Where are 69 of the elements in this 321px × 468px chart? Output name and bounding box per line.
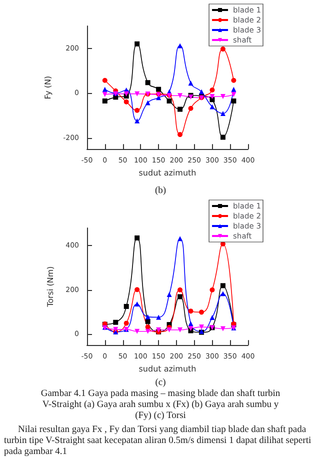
- point: [102, 78, 108, 83]
- point: [220, 326, 226, 332]
- point: [134, 91, 140, 96]
- point: [134, 41, 140, 46]
- point: [198, 89, 204, 94]
- point: [178, 294, 183, 300]
- point: [178, 43, 183, 48]
- point: [220, 134, 226, 140]
- point: [134, 328, 140, 334]
- point: [166, 98, 172, 104]
- point: [134, 302, 140, 307]
- point: [210, 287, 215, 292]
- point: [210, 97, 215, 102]
- point: [134, 287, 140, 292]
- point: [145, 328, 150, 334]
- point: [231, 98, 236, 104]
- point: [210, 314, 215, 320]
- point: [156, 314, 162, 320]
- point: [134, 108, 140, 113]
- point: [231, 86, 236, 92]
- point: [178, 287, 183, 292]
- point: [231, 78, 236, 83]
- point: [210, 94, 215, 100]
- point: [188, 106, 194, 111]
- point: [188, 308, 194, 314]
- point: [210, 88, 215, 93]
- point: [134, 235, 140, 240]
- point: [198, 324, 204, 330]
- text: Nilai resultan gaya Fx , Fy dan Torsi yang diambil tiap blade dan shaft pada turbin tipe V-Straight saat kecepatan aliran 0.5m/s dimensi 1 dapat dilihat seperti pada gambar 4.1: [4, 425, 312, 458]
- point: [102, 86, 108, 92]
- point: [134, 118, 140, 124]
- x-axis-title: sudut azimuth: [138, 364, 196, 374]
- point: [220, 291, 226, 296]
- point: [210, 104, 215, 110]
- point: [124, 99, 129, 104]
- point: [113, 326, 118, 332]
- point: [178, 132, 183, 138]
- point: [188, 321, 194, 326]
- point: [166, 327, 172, 332]
- point: [178, 327, 183, 332]
- text: (b): [154, 186, 168, 197]
- point: [220, 94, 226, 100]
- text: Gambar 4.1 Gaya pada masing – masing blade dan shaft turbin V-Straight (a) Gaya arah sumbu x (Fx) (b) Gaya arah sumbu y (Fy) (c) Torsi: [40, 389, 281, 422]
- x-axis-title: sudut azimuth: [138, 168, 196, 178]
- point: [124, 304, 129, 309]
- point: [145, 324, 150, 330]
- point: [124, 320, 129, 326]
- point: [124, 91, 129, 96]
- point: [166, 292, 172, 298]
- point: [198, 310, 204, 315]
- point: [145, 80, 150, 86]
- point: [102, 92, 108, 97]
- point: [145, 318, 150, 324]
- point: [145, 100, 150, 106]
- point: [145, 314, 150, 320]
- point: [178, 106, 183, 112]
- y-axis-title: Torsi (Nm): [46, 266, 56, 308]
- point: [188, 80, 194, 86]
- point: [113, 320, 118, 325]
- point: [178, 93, 183, 98]
- point: [220, 46, 226, 52]
- point: [102, 98, 108, 104]
- point: [220, 111, 226, 116]
- point: [156, 86, 162, 92]
- point: [231, 92, 236, 97]
- point: [178, 236, 183, 242]
- y-axis-title: Fy (N): [44, 76, 53, 100]
- text: (c): [154, 378, 167, 389]
- point: [220, 283, 226, 288]
